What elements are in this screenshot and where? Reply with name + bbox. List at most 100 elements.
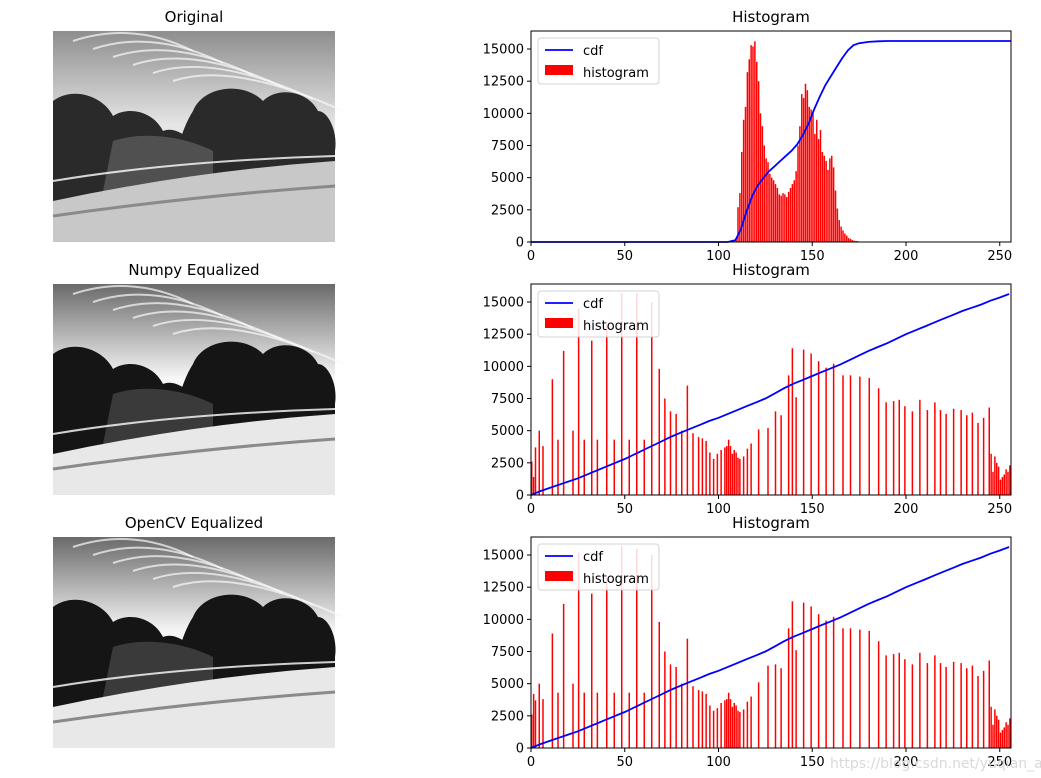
image-panel-original: Original xyxy=(52,8,344,242)
histogram-bar xyxy=(752,46,754,242)
histogram-bar xyxy=(774,664,777,748)
histogram-bar xyxy=(643,439,645,495)
histogram-bar xyxy=(726,446,728,495)
x-tick-label: 200 xyxy=(894,502,919,517)
histogram-bar xyxy=(996,715,998,748)
histogram-bar xyxy=(789,187,792,242)
light-band xyxy=(52,661,336,688)
histogram-bar xyxy=(709,705,711,748)
histogram-bar xyxy=(911,411,914,495)
legend-cdf-label: cdf xyxy=(583,550,603,565)
histogram-bar xyxy=(892,654,895,748)
y-tick-label: 10000 xyxy=(483,107,524,122)
cloud-streak xyxy=(92,293,224,317)
histogram-bar xyxy=(817,139,820,242)
histogram-bar xyxy=(542,446,544,495)
y-tick-label: 5000 xyxy=(491,171,524,186)
histogram-bar xyxy=(838,220,840,242)
chart-title: Histogram xyxy=(732,514,810,532)
histogram-bar xyxy=(591,593,593,748)
legend-histogram-label: histogram xyxy=(583,572,649,587)
chart-title: Histogram xyxy=(732,261,810,279)
histogram-bar xyxy=(853,240,855,242)
grass-stroke xyxy=(52,184,336,218)
histogram-bar xyxy=(842,230,844,242)
histogram-bar xyxy=(966,415,968,495)
histogram-bar xyxy=(669,664,672,748)
legend-histogram-label: histogram xyxy=(583,66,649,81)
histogram-bar xyxy=(997,719,1000,748)
histogram-bar xyxy=(757,682,760,748)
histogram-bar xyxy=(748,59,750,243)
histogram-bar xyxy=(739,193,741,242)
histogram-bar xyxy=(855,240,857,242)
histogram-bar xyxy=(591,340,593,495)
histogram-bar xyxy=(761,126,764,242)
y-tick-label: 0 xyxy=(516,236,524,251)
histogram-bar xyxy=(737,457,739,495)
legend-histogram-swatch xyxy=(545,65,573,75)
histogram-bar xyxy=(868,377,870,495)
histogram-bar xyxy=(729,699,732,748)
y-tick-label: 10000 xyxy=(483,360,524,375)
histogram-bar xyxy=(735,239,737,242)
histogram-bar xyxy=(686,638,689,748)
histogram-bar xyxy=(621,546,623,748)
histogram-bar xyxy=(675,413,677,495)
landscape-image xyxy=(52,284,344,495)
y-tick-label: 2500 xyxy=(491,709,524,724)
x-tick-label: 150 xyxy=(800,755,825,770)
histogram-bar xyxy=(651,302,653,495)
landscape-image xyxy=(52,537,344,748)
cloud-streak xyxy=(72,538,194,558)
chart-title: Histogram xyxy=(732,8,810,26)
histogram-bar xyxy=(686,385,689,495)
histogram-bar xyxy=(557,439,559,495)
histogram-bar xyxy=(551,633,554,748)
legend-cdf-label: cdf xyxy=(583,44,603,59)
histogram-bar xyxy=(720,702,722,748)
x-tick-label: 50 xyxy=(616,502,633,517)
grass-stroke xyxy=(52,437,336,471)
histogram-bar xyxy=(825,367,827,495)
histogram-bar xyxy=(744,106,747,242)
y-tick-label: 7500 xyxy=(491,645,524,660)
histogram-bar xyxy=(750,45,752,243)
histogram-bar xyxy=(859,376,861,495)
histogram-bar xyxy=(542,699,544,748)
histogram-bar xyxy=(733,449,735,495)
y-tick-label: 0 xyxy=(516,742,524,757)
histogram-bar xyxy=(831,155,833,242)
histogram-bar xyxy=(819,130,822,242)
histogram-bar xyxy=(742,119,745,242)
histogram-bar xyxy=(675,666,677,748)
histogram-bar xyxy=(791,348,794,495)
axes-frame xyxy=(530,283,1012,496)
histogram-bar xyxy=(787,628,790,748)
cloud-streak xyxy=(172,74,344,112)
histogram-bar xyxy=(797,145,799,242)
histogram-bar xyxy=(538,430,540,495)
cloud-streak xyxy=(92,40,224,64)
y-tick-label: 12500 xyxy=(483,75,524,90)
histogram-bar xyxy=(712,458,715,495)
histogram-bar xyxy=(765,158,767,242)
histogram-bar xyxy=(739,458,741,495)
histogram-bar xyxy=(812,113,814,242)
histogram-bar xyxy=(859,629,861,748)
x-tick-label: 50 xyxy=(616,755,633,770)
histogram-bar xyxy=(727,692,730,748)
y-tick-label: 12500 xyxy=(483,328,524,343)
histogram-bar xyxy=(746,72,749,242)
histogram-bar xyxy=(836,208,839,242)
panel-title: OpenCV Equalized xyxy=(125,514,263,532)
watermark: https://blog.csdn.net/yuqian_ai xyxy=(830,756,1041,772)
histogram-bar xyxy=(808,106,810,242)
y-tick-label: 7500 xyxy=(491,392,524,407)
histogram-bar xyxy=(780,195,782,242)
x-tick-label: 100 xyxy=(706,502,731,517)
histogram-bar xyxy=(840,226,842,242)
histogram-bar xyxy=(774,411,777,495)
histogram-bar xyxy=(802,97,805,242)
image-panels: Original Numpy Equalized OpenCV Equalized xyxy=(52,8,344,748)
